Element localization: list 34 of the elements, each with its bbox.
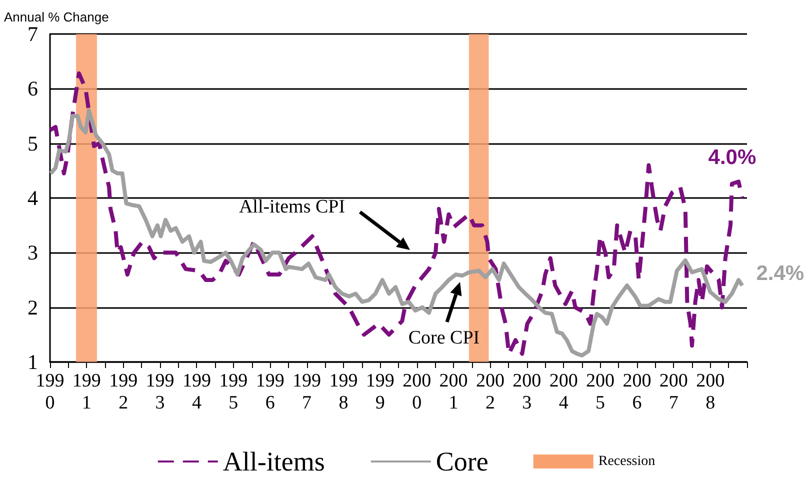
x-tick-label: 199 3 xyxy=(146,370,174,414)
legend-label: All-items xyxy=(222,446,325,476)
x-tick-label: 200 4 xyxy=(549,370,578,414)
x-tick-label: 199 1 xyxy=(72,370,101,414)
x-tick-label: 199 2 xyxy=(109,370,138,414)
legend-label: Core xyxy=(436,446,488,476)
x-tick-label: 199 4 xyxy=(182,370,211,414)
y-tick-label: 7 xyxy=(28,22,38,46)
x-tick-label: 200 8 xyxy=(696,370,725,414)
annotation: Core CPI xyxy=(408,328,480,348)
x-tick-label: 200 2 xyxy=(476,370,504,414)
x-tick-label: 199 9 xyxy=(366,370,394,414)
x-tick-label: 199 0 xyxy=(36,370,64,414)
data-label: 2.4% xyxy=(756,262,804,285)
x-tick-label: 200 6 xyxy=(622,370,652,414)
y-tick-label: 1 xyxy=(28,350,38,374)
data-label: 4.0% xyxy=(708,146,756,169)
y-tick-label: 4 xyxy=(28,186,38,210)
x-tick-label: 200 1 xyxy=(439,370,468,414)
y-tick-label: 2 xyxy=(28,295,38,320)
y-tick-label: 3 xyxy=(28,240,38,265)
x-tick-label: 200 5 xyxy=(586,370,615,414)
x-tick-label: 199 8 xyxy=(329,370,358,414)
annotation: All-items CPI xyxy=(238,196,346,218)
x-tick-label: 199 5 xyxy=(219,370,248,414)
x-tick-label: 199 7 xyxy=(292,370,322,414)
x-tick-label: 199 6 xyxy=(256,370,284,414)
y-axis-title: Annual % Change xyxy=(4,10,109,25)
x-tick-label: 200 0 xyxy=(402,370,432,414)
x-tick-label: 200 3 xyxy=(512,370,542,414)
y-tick-label: 5 xyxy=(28,131,38,156)
legend-label: Recession xyxy=(598,454,656,469)
x-tick-label: 200 7 xyxy=(659,370,688,414)
y-tick-label: 6 xyxy=(28,76,38,101)
